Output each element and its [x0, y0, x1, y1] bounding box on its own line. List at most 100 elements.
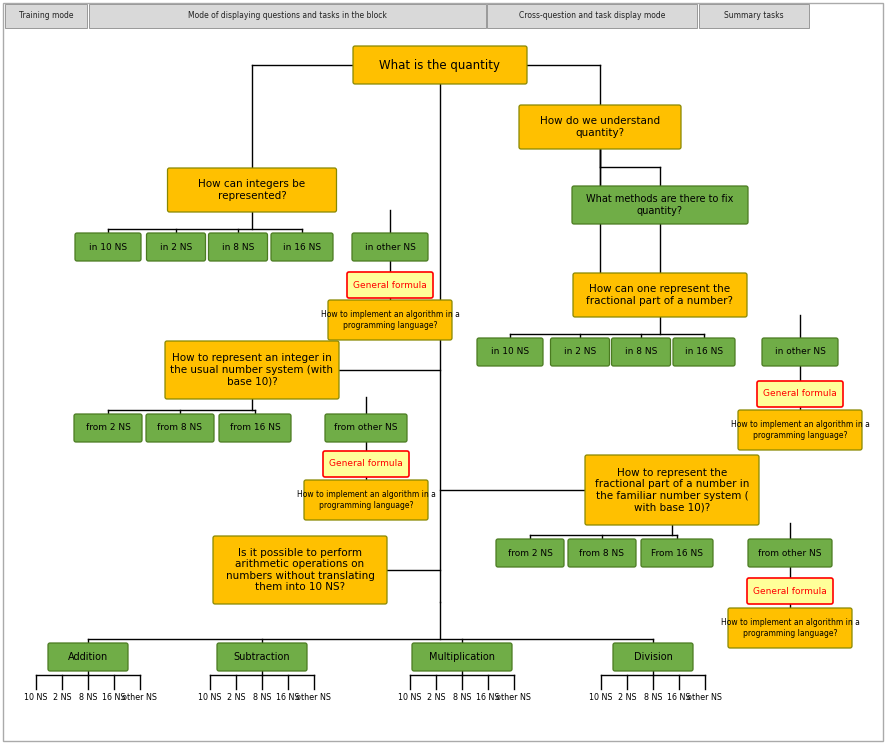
FancyBboxPatch shape: [747, 578, 833, 604]
Text: How can one represent the
fractional part of a number?: How can one represent the fractional par…: [587, 284, 734, 306]
Text: 10 NS: 10 NS: [24, 693, 48, 702]
Text: in 10 NS: in 10 NS: [491, 347, 529, 356]
Text: 10 NS: 10 NS: [198, 693, 222, 702]
Text: From 16 NS: From 16 NS: [651, 548, 703, 557]
Text: How to represent an integer in
the usual number system (with
base 10)?: How to represent an integer in the usual…: [170, 353, 333, 387]
Text: 10 NS: 10 NS: [398, 693, 422, 702]
FancyBboxPatch shape: [165, 341, 339, 399]
FancyBboxPatch shape: [477, 338, 543, 366]
Text: in 8 NS: in 8 NS: [625, 347, 657, 356]
FancyBboxPatch shape: [762, 338, 838, 366]
Text: from other NS: from other NS: [334, 423, 398, 432]
FancyBboxPatch shape: [146, 414, 214, 442]
FancyBboxPatch shape: [613, 643, 693, 671]
Text: How to implement an algorithm in a
programming language?: How to implement an algorithm in a progr…: [720, 618, 859, 638]
Text: other NS: other NS: [496, 693, 532, 702]
Text: from other NS: from other NS: [758, 548, 821, 557]
Text: Addition: Addition: [68, 652, 108, 662]
Text: General formula: General formula: [354, 280, 427, 289]
Text: What methods are there to fix
quantity?: What methods are there to fix quantity?: [587, 194, 734, 216]
FancyBboxPatch shape: [748, 539, 832, 567]
FancyBboxPatch shape: [496, 539, 564, 567]
FancyBboxPatch shape: [568, 539, 636, 567]
FancyBboxPatch shape: [673, 338, 735, 366]
Text: in other NS: in other NS: [364, 243, 416, 251]
Text: 16 NS: 16 NS: [102, 693, 126, 702]
Text: 2 NS: 2 NS: [618, 693, 636, 702]
Text: 10 NS: 10 NS: [589, 693, 613, 702]
FancyBboxPatch shape: [738, 410, 862, 450]
FancyBboxPatch shape: [271, 233, 333, 261]
FancyBboxPatch shape: [699, 4, 809, 28]
Text: other NS: other NS: [688, 693, 722, 702]
FancyBboxPatch shape: [353, 46, 527, 84]
Text: in 16 NS: in 16 NS: [685, 347, 723, 356]
Text: other NS: other NS: [122, 693, 158, 702]
FancyBboxPatch shape: [75, 233, 141, 261]
Text: General formula: General formula: [763, 390, 837, 399]
Text: Summary tasks: Summary tasks: [724, 11, 784, 21]
Text: Division: Division: [633, 652, 672, 662]
Text: 2 NS: 2 NS: [52, 693, 71, 702]
FancyBboxPatch shape: [352, 233, 428, 261]
FancyBboxPatch shape: [5, 4, 87, 28]
Text: How can integers be
represented?: How can integers be represented?: [198, 179, 306, 201]
Text: 16 NS: 16 NS: [667, 693, 691, 702]
Text: How to implement an algorithm in a
programming language?: How to implement an algorithm in a progr…: [731, 420, 869, 440]
Text: from 16 NS: from 16 NS: [229, 423, 280, 432]
Text: How do we understand
quantity?: How do we understand quantity?: [540, 116, 660, 138]
Text: from 8 NS: from 8 NS: [158, 423, 203, 432]
Text: How to implement an algorithm in a
programming language?: How to implement an algorithm in a progr…: [321, 310, 460, 330]
Text: 8 NS: 8 NS: [453, 693, 471, 702]
Text: How to represent the
fractional part of a number in
the familiar number system (: How to represent the fractional part of …: [595, 467, 750, 513]
FancyBboxPatch shape: [550, 338, 610, 366]
Text: 2 NS: 2 NS: [227, 693, 245, 702]
FancyBboxPatch shape: [328, 300, 452, 340]
FancyBboxPatch shape: [757, 381, 843, 407]
Text: Multiplication: Multiplication: [429, 652, 495, 662]
Text: What is the quantity: What is the quantity: [379, 59, 501, 71]
FancyBboxPatch shape: [304, 480, 428, 520]
FancyBboxPatch shape: [208, 233, 268, 261]
FancyBboxPatch shape: [611, 338, 671, 366]
FancyBboxPatch shape: [167, 168, 337, 212]
Text: Is it possible to perform
arithmetic operations on
numbers without translating
t: Is it possible to perform arithmetic ope…: [226, 548, 375, 592]
Text: Mode of displaying questions and tasks in the block: Mode of displaying questions and tasks i…: [188, 11, 387, 21]
Text: Cross-question and task display mode: Cross-question and task display mode: [519, 11, 665, 21]
Text: other NS: other NS: [297, 693, 331, 702]
Text: General formula: General formula: [329, 460, 403, 469]
FancyBboxPatch shape: [74, 414, 142, 442]
FancyBboxPatch shape: [323, 451, 409, 477]
FancyBboxPatch shape: [585, 455, 759, 525]
FancyBboxPatch shape: [412, 643, 512, 671]
Text: Subtraction: Subtraction: [234, 652, 291, 662]
FancyBboxPatch shape: [325, 414, 407, 442]
FancyBboxPatch shape: [573, 273, 747, 317]
FancyBboxPatch shape: [89, 4, 486, 28]
Text: 8 NS: 8 NS: [79, 693, 97, 702]
Text: from 8 NS: from 8 NS: [579, 548, 625, 557]
Text: 2 NS: 2 NS: [427, 693, 446, 702]
FancyBboxPatch shape: [487, 4, 697, 28]
Text: in other NS: in other NS: [774, 347, 826, 356]
Text: 16 NS: 16 NS: [477, 693, 500, 702]
FancyBboxPatch shape: [48, 643, 128, 671]
Text: in 2 NS: in 2 NS: [563, 347, 596, 356]
Text: in 2 NS: in 2 NS: [159, 243, 192, 251]
FancyBboxPatch shape: [641, 539, 713, 567]
Text: in 8 NS: in 8 NS: [222, 243, 254, 251]
FancyBboxPatch shape: [572, 186, 748, 224]
Text: from 2 NS: from 2 NS: [86, 423, 130, 432]
FancyBboxPatch shape: [519, 105, 681, 149]
Text: 16 NS: 16 NS: [276, 693, 299, 702]
FancyBboxPatch shape: [213, 536, 387, 604]
Text: How to implement an algorithm in a
programming language?: How to implement an algorithm in a progr…: [297, 490, 435, 510]
FancyBboxPatch shape: [219, 414, 291, 442]
Text: in 16 NS: in 16 NS: [283, 243, 321, 251]
FancyBboxPatch shape: [146, 233, 206, 261]
Text: 8 NS: 8 NS: [253, 693, 271, 702]
Text: from 2 NS: from 2 NS: [508, 548, 553, 557]
Text: 8 NS: 8 NS: [644, 693, 662, 702]
FancyBboxPatch shape: [347, 272, 433, 298]
FancyBboxPatch shape: [728, 608, 852, 648]
